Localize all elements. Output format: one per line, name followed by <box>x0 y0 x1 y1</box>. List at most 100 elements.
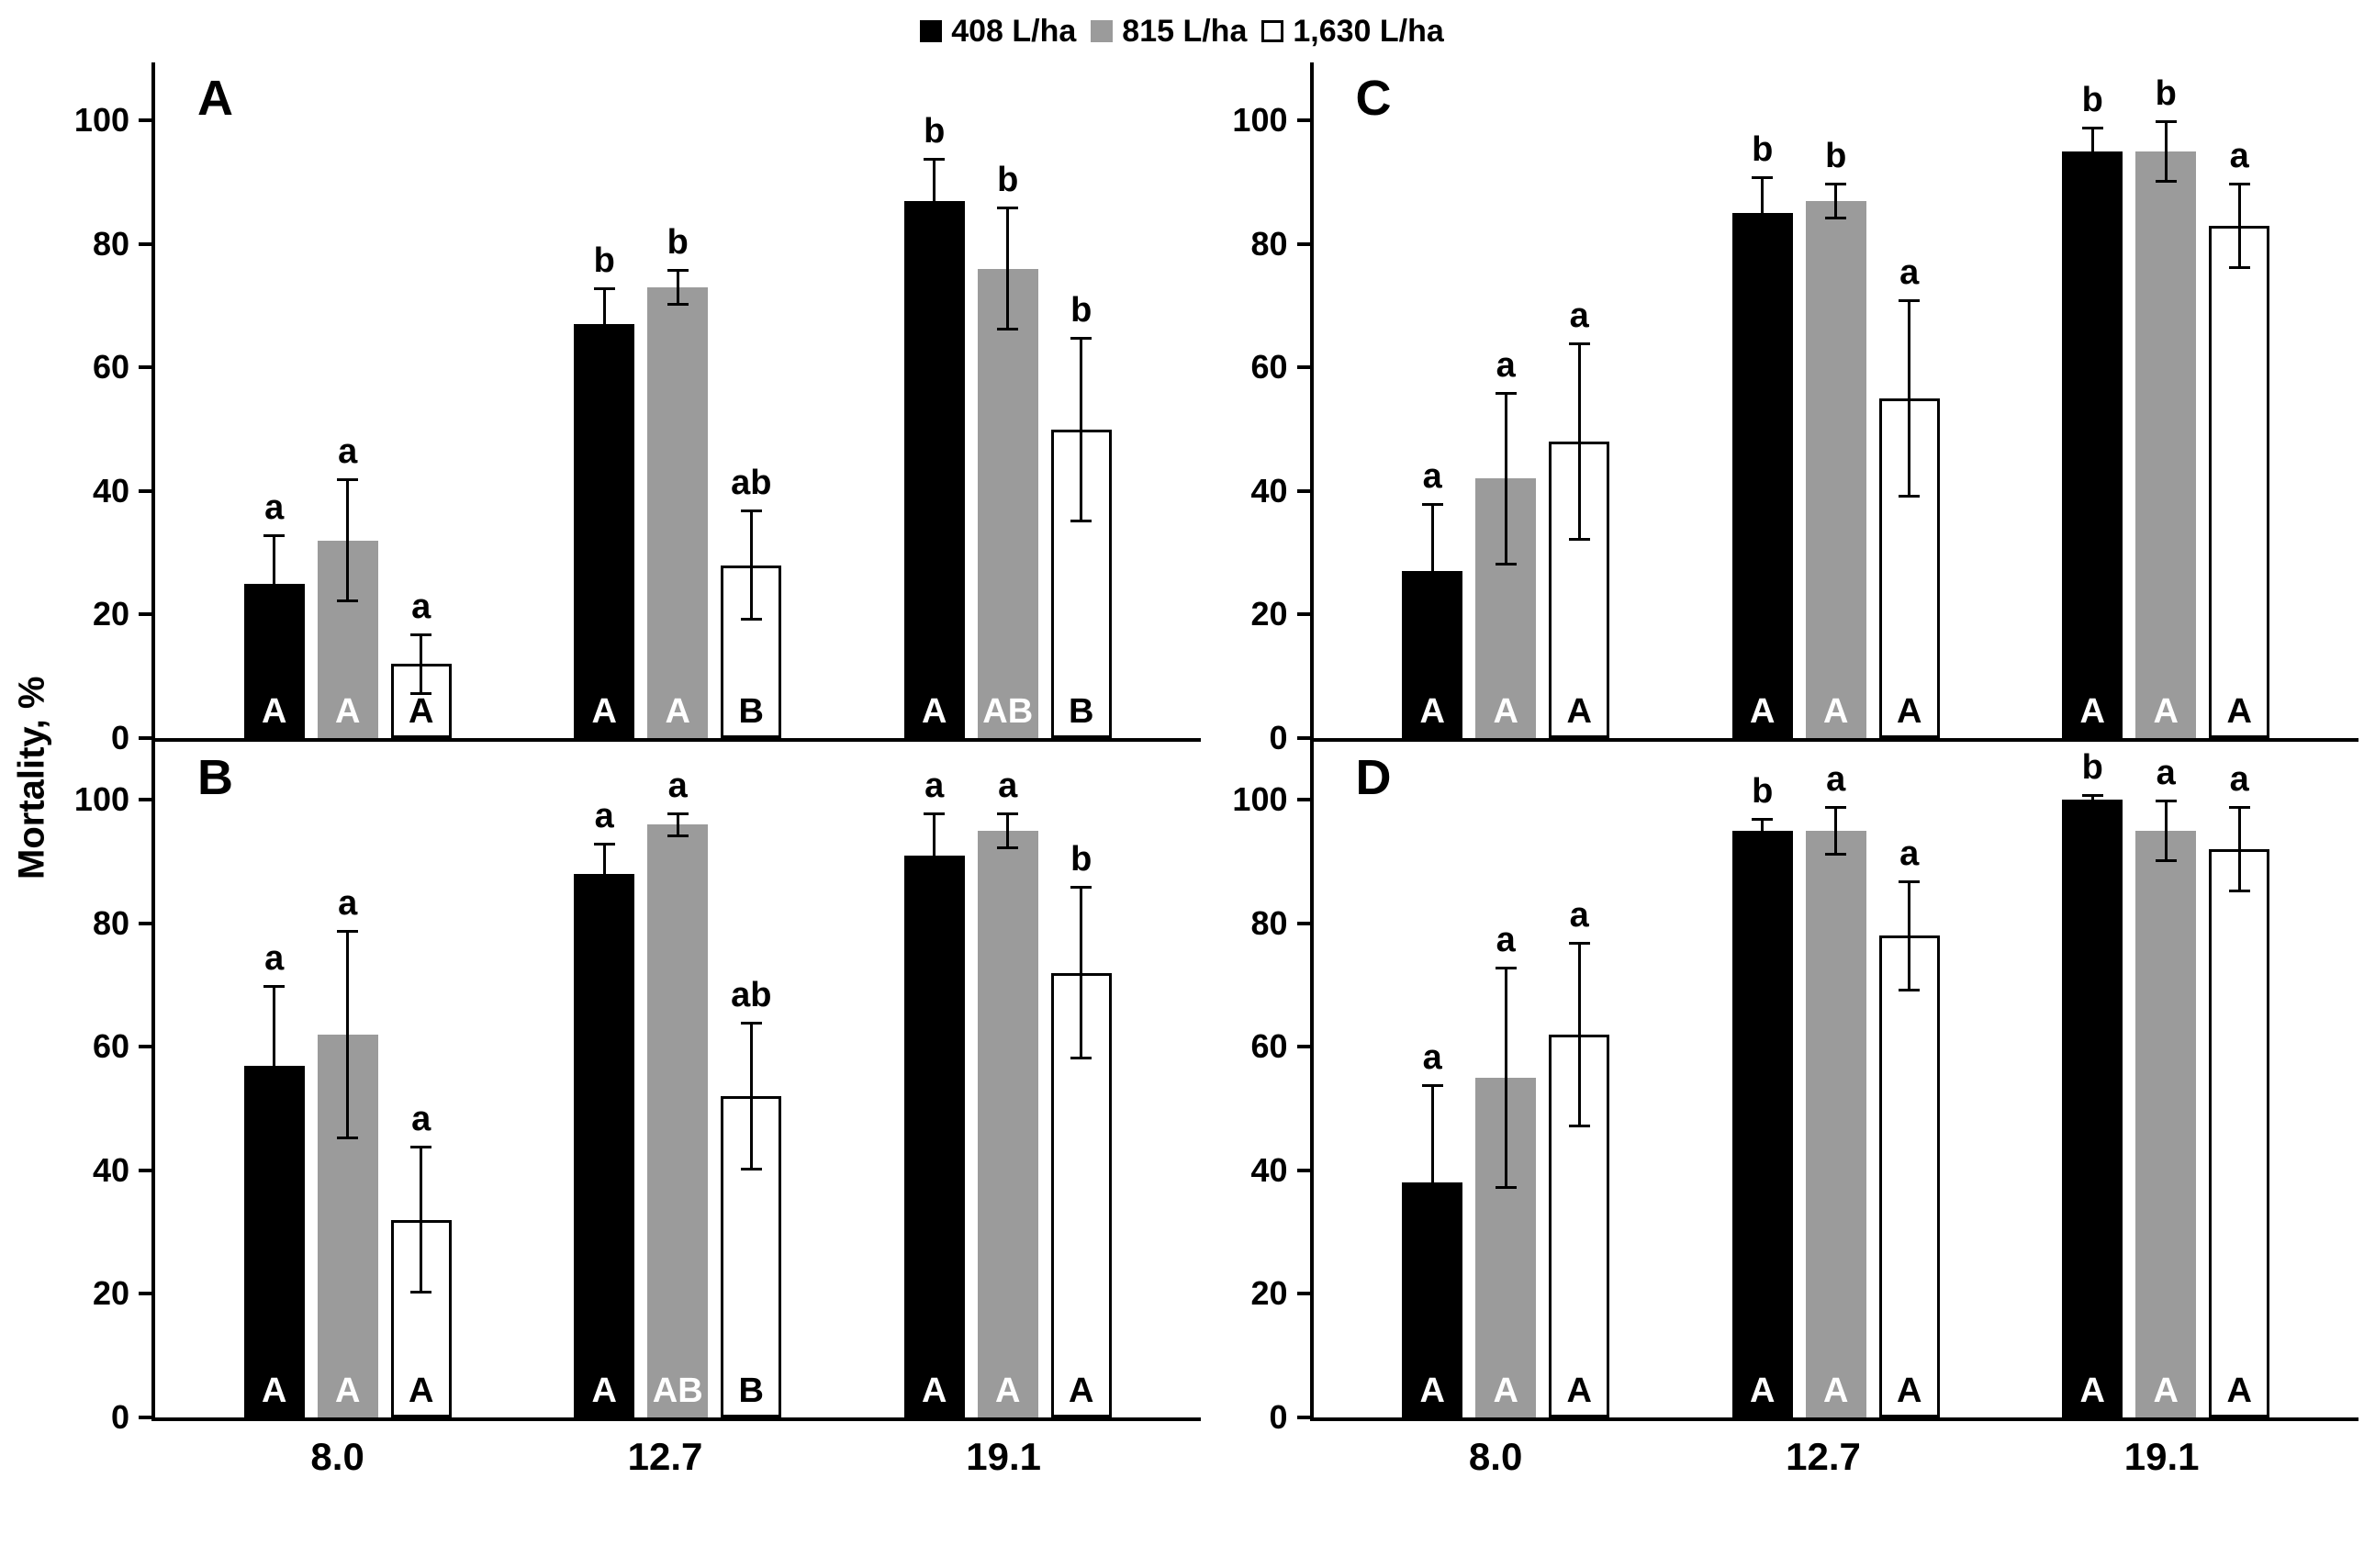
error-bar <box>263 534 286 633</box>
bar-fill <box>390 1219 452 1417</box>
y-axis: 0 20 40 60 80 100 <box>64 62 151 755</box>
bar-fill <box>574 874 635 1417</box>
bar-fill <box>2209 225 2270 738</box>
error-bar <box>1421 1083 1443 1282</box>
bar-fill <box>2135 830 2197 1417</box>
y-axis: 0 20 40 60 80 100 <box>1223 742 1310 1434</box>
x-axis-labels-row: 8.0 12.7 19.1 <box>64 1421 1201 1493</box>
error-bar <box>337 929 359 1140</box>
sig-letter-above: b <box>2081 747 2103 787</box>
sig-letter-above: b <box>997 161 1019 200</box>
legend-item: 1,630 L/ha <box>1261 14 1444 50</box>
x-category-label: 8.0 <box>310 1435 364 1478</box>
error-bar <box>337 478 359 602</box>
sig-letter-inside: B <box>738 692 764 731</box>
x-axis-labels: 8.0 12.7 19.1 <box>1310 1435 2359 1479</box>
y-tick-label: 40 <box>1250 1150 1288 1189</box>
y-tick-mark <box>139 798 151 802</box>
bar-fill <box>647 286 709 738</box>
sig-letter-inside: A <box>2079 692 2105 731</box>
bar-fill <box>1805 200 1866 738</box>
y-tick-label: 20 <box>1250 595 1288 633</box>
sig-letter-above: a <box>264 488 285 527</box>
error-bar <box>924 812 946 900</box>
x-category-label: 8.0 <box>1468 1435 1523 1478</box>
y-tick-label: 0 <box>1269 1398 1288 1436</box>
sig-letter-above: a <box>2156 754 2176 793</box>
sig-letter-inside: A <box>1493 692 1518 731</box>
bar: ab B <box>721 465 782 738</box>
error-bar <box>1495 392 1517 566</box>
sig-letter-inside: B <box>1069 692 1094 731</box>
bar-fill <box>903 855 965 1417</box>
sig-letter-inside: A <box>1750 1372 1776 1410</box>
sig-letter-above: b <box>593 241 615 280</box>
sig-letter-above: a <box>411 1100 431 1138</box>
error-bar <box>1070 336 1092 522</box>
x-axis-labels: 8.0 12.7 19.1 <box>151 1435 1201 1479</box>
sig-letter-inside: A <box>1419 1372 1445 1410</box>
sig-letter-inside: A <box>1823 692 1849 731</box>
error-bar <box>1568 342 1590 542</box>
error-bar <box>740 1022 762 1171</box>
sig-letter-above: ab <box>731 976 772 1015</box>
y-axis: 0 20 40 60 80 100 <box>1223 62 1310 755</box>
y-tick-mark <box>1296 365 1310 370</box>
sig-letter-inside: AB <box>652 1372 703 1410</box>
bar-fill <box>1805 830 1866 1417</box>
bar-fill <box>977 830 1038 1417</box>
error-bar <box>593 843 615 905</box>
panel-label: D <box>1355 750 1392 805</box>
sig-letter-inside: A <box>2226 692 2252 731</box>
legend-label: 815 L/ha <box>1122 13 1248 49</box>
y-tick-mark <box>139 488 151 493</box>
y-tick-mark <box>1296 798 1310 802</box>
sig-letter-inside: AB <box>982 692 1034 731</box>
sig-letter-inside: A <box>1493 1372 1518 1410</box>
y-tick-label: 40 <box>92 1150 129 1189</box>
y-tick-label: 80 <box>1250 903 1288 942</box>
y-tick-label: 60 <box>92 348 129 386</box>
sig-letter-inside: A <box>262 1372 287 1410</box>
sig-letter-above: a <box>1422 457 1442 497</box>
y-tick-mark <box>139 1292 151 1296</box>
sig-letter-above: a <box>924 766 945 805</box>
error-bar <box>2228 806 2250 893</box>
sig-letter-inside: A <box>665 692 690 731</box>
error-bar <box>1568 942 1590 1127</box>
error-bar <box>1070 886 1092 1060</box>
y-tick-label: 20 <box>1250 1274 1288 1313</box>
error-bar <box>593 286 615 362</box>
error-bar <box>740 510 762 622</box>
y-tick-label: 100 <box>1232 101 1288 140</box>
legend-item: 815 L/ha <box>1091 14 1247 50</box>
y-tick-mark <box>139 1168 151 1172</box>
error-bar <box>2081 793 2103 807</box>
sig-letter-above: b <box>1752 129 1774 169</box>
y-tick-label: 80 <box>92 903 129 942</box>
sig-letter-inside: B <box>738 1372 764 1410</box>
